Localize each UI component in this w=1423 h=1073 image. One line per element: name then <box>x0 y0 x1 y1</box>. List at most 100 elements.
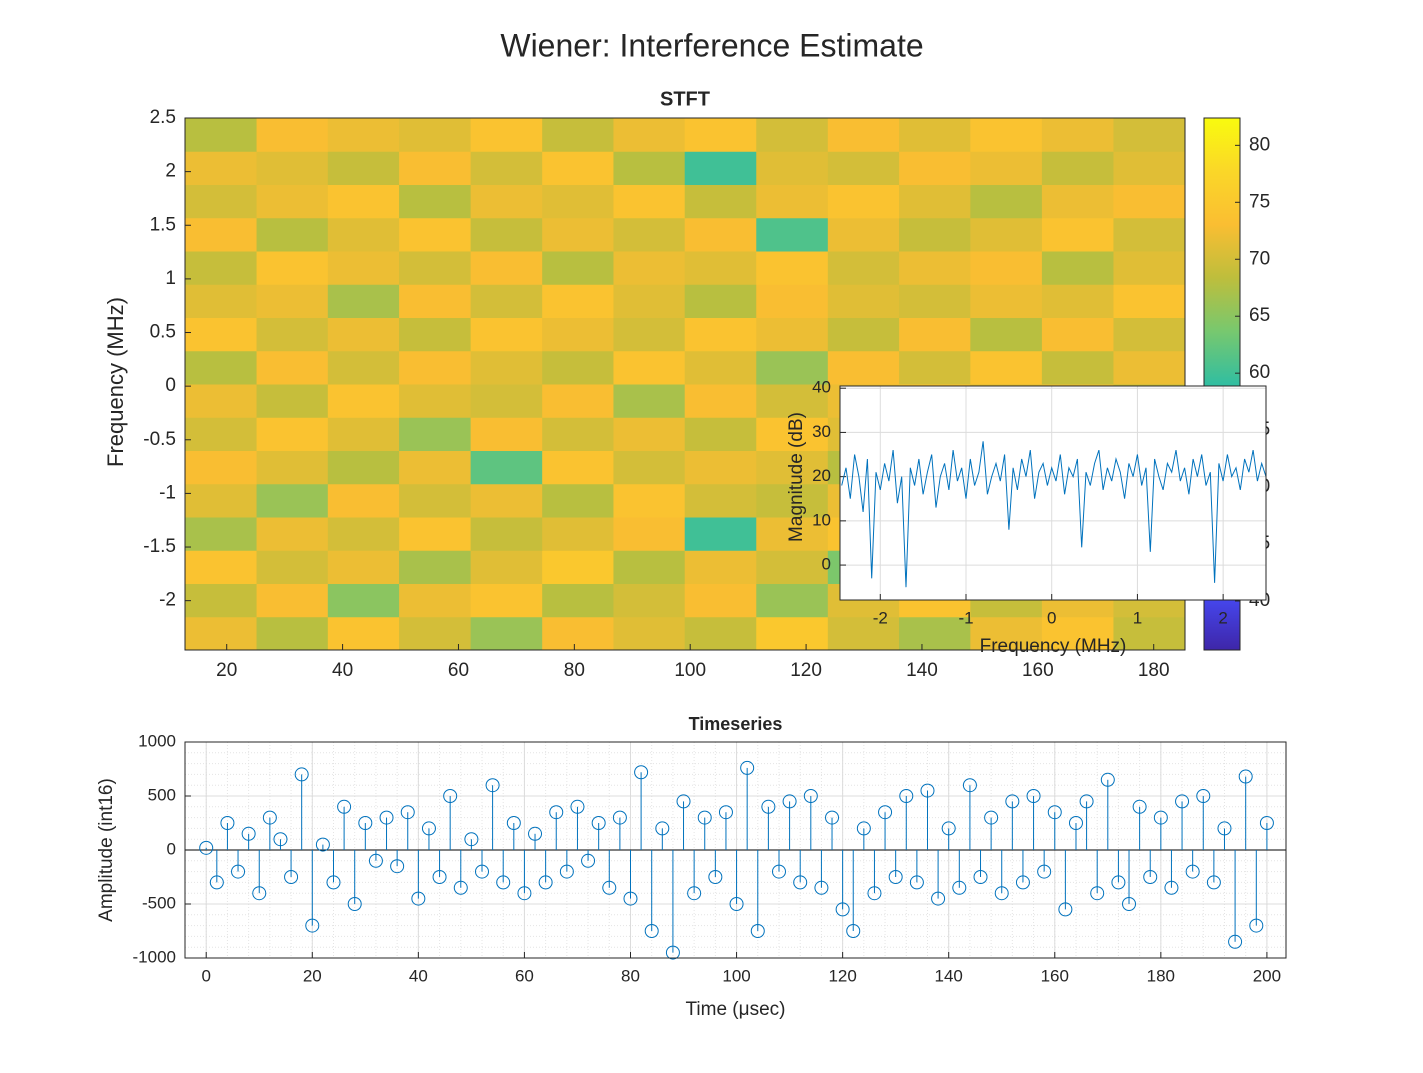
stem-marker <box>1175 794 1190 809</box>
heatmap-cell <box>256 118 329 152</box>
heatmap-cell <box>899 118 971 152</box>
stem-marker <box>634 765 649 780</box>
stem-marker <box>1058 902 1073 917</box>
heatmap-cell <box>542 217 614 252</box>
heatmap-cell <box>1041 217 1114 252</box>
colorbar-tick-label: 65 <box>1249 305 1270 326</box>
heatmap-cell <box>185 184 258 219</box>
stem-marker <box>199 840 214 855</box>
stem-marker <box>241 826 256 841</box>
stem-marker <box>496 875 511 890</box>
stem-marker <box>538 875 553 890</box>
heatmap-cell <box>756 184 829 219</box>
x-tick-label: 100 <box>722 966 750 985</box>
heatmap-cell <box>827 350 900 385</box>
heatmap-cell <box>899 217 971 252</box>
heatmap-cell <box>256 350 329 385</box>
heatmap-cell <box>470 350 543 385</box>
heatmap-cell <box>399 284 472 318</box>
stem-marker <box>602 880 617 895</box>
stem-marker <box>358 816 373 830</box>
heatmap-cell <box>899 251 971 285</box>
stem-marker <box>1005 794 1020 809</box>
heatmap-cell <box>756 517 829 551</box>
x-tick-label: 180 <box>1147 966 1175 985</box>
heatmap-cell <box>327 151 400 185</box>
stem-marker <box>379 810 394 825</box>
heatmap-cell <box>399 616 472 651</box>
heatmap-cell <box>756 384 829 418</box>
heatmap-cell <box>399 251 472 285</box>
stem-marker <box>750 924 765 938</box>
heatmap-cell <box>613 517 686 551</box>
stem-marker <box>1228 934 1243 949</box>
heatmap-cell <box>470 251 543 285</box>
stem-marker <box>909 875 924 890</box>
stem-marker <box>867 886 882 901</box>
heatmap-cell <box>470 284 543 318</box>
heatmap-cell <box>613 184 686 219</box>
stem-marker <box>294 767 309 782</box>
stem-marker <box>612 810 627 825</box>
stem-marker <box>347 897 362 911</box>
stem-marker <box>262 810 277 825</box>
heatmap-cell <box>756 284 829 318</box>
stem-marker <box>856 821 871 836</box>
stem-marker <box>1164 880 1179 895</box>
stem-marker <box>400 805 415 820</box>
heatmap-cell <box>1113 217 1186 252</box>
x-tick-label: 0 <box>1047 608 1056 627</box>
x-tick-label: 20 <box>303 966 322 985</box>
heatmap-cell <box>756 251 829 285</box>
heatmap-cell <box>470 517 543 551</box>
x-tick-label: 100 <box>674 660 706 681</box>
heatmap-cell <box>613 217 686 252</box>
stem-marker <box>1037 864 1052 879</box>
heatmap-cell <box>256 284 329 318</box>
heatmap-cell <box>684 417 757 451</box>
stem-marker <box>570 799 585 814</box>
heatmap-cell <box>256 616 329 651</box>
figure-title: Wiener: Interference Estimate <box>500 27 923 63</box>
y-tick-label: -500 <box>142 893 176 912</box>
x-tick-label: 180 <box>1138 660 1170 681</box>
x-tick-label: 80 <box>621 966 640 985</box>
axes-title: STFT <box>660 88 710 110</box>
stem-marker <box>368 853 383 868</box>
stem-marker <box>1068 816 1083 830</box>
heatmap-cell <box>542 317 614 352</box>
heatmap-cell <box>899 284 971 318</box>
heatmap-cell <box>327 350 400 385</box>
x-tick-label: 40 <box>332 660 353 681</box>
heatmap-cell <box>970 184 1043 219</box>
y-tick-label: 0 <box>822 555 831 574</box>
stem-marker <box>559 864 574 879</box>
x-tick-label: 80 <box>564 660 585 681</box>
heatmap-cell <box>1113 184 1186 219</box>
colorbar-tick-label: 70 <box>1249 248 1270 269</box>
heatmap-cell <box>470 118 543 152</box>
heatmap-cell <box>470 483 543 518</box>
y-tick-label: 2.5 <box>150 107 176 128</box>
heatmap-cell <box>613 616 686 651</box>
x-tick-label: 20 <box>216 660 237 681</box>
heatmap-cell <box>684 350 757 385</box>
stem-marker <box>581 853 596 868</box>
heatmap-cell <box>542 550 614 584</box>
stem-marker <box>453 880 468 895</box>
y-axis-label: Amplitude (int16) <box>96 778 117 922</box>
stem-marker <box>920 783 935 798</box>
heatmap-cell <box>1113 616 1186 651</box>
stem-marker <box>1206 875 1221 890</box>
heatmap-cell <box>756 550 829 584</box>
stem-marker <box>825 810 840 825</box>
heatmap-cell <box>827 151 900 185</box>
y-tick-label: 1.5 <box>150 214 176 235</box>
heatmap-cell <box>970 284 1043 318</box>
y-tick-label: -0.5 <box>143 429 176 450</box>
stem-marker <box>1249 918 1264 933</box>
axes-box <box>184 741 1287 959</box>
x-tick-label: 120 <box>790 660 822 681</box>
stem-marker <box>591 816 606 830</box>
heatmap-cell <box>185 550 258 584</box>
